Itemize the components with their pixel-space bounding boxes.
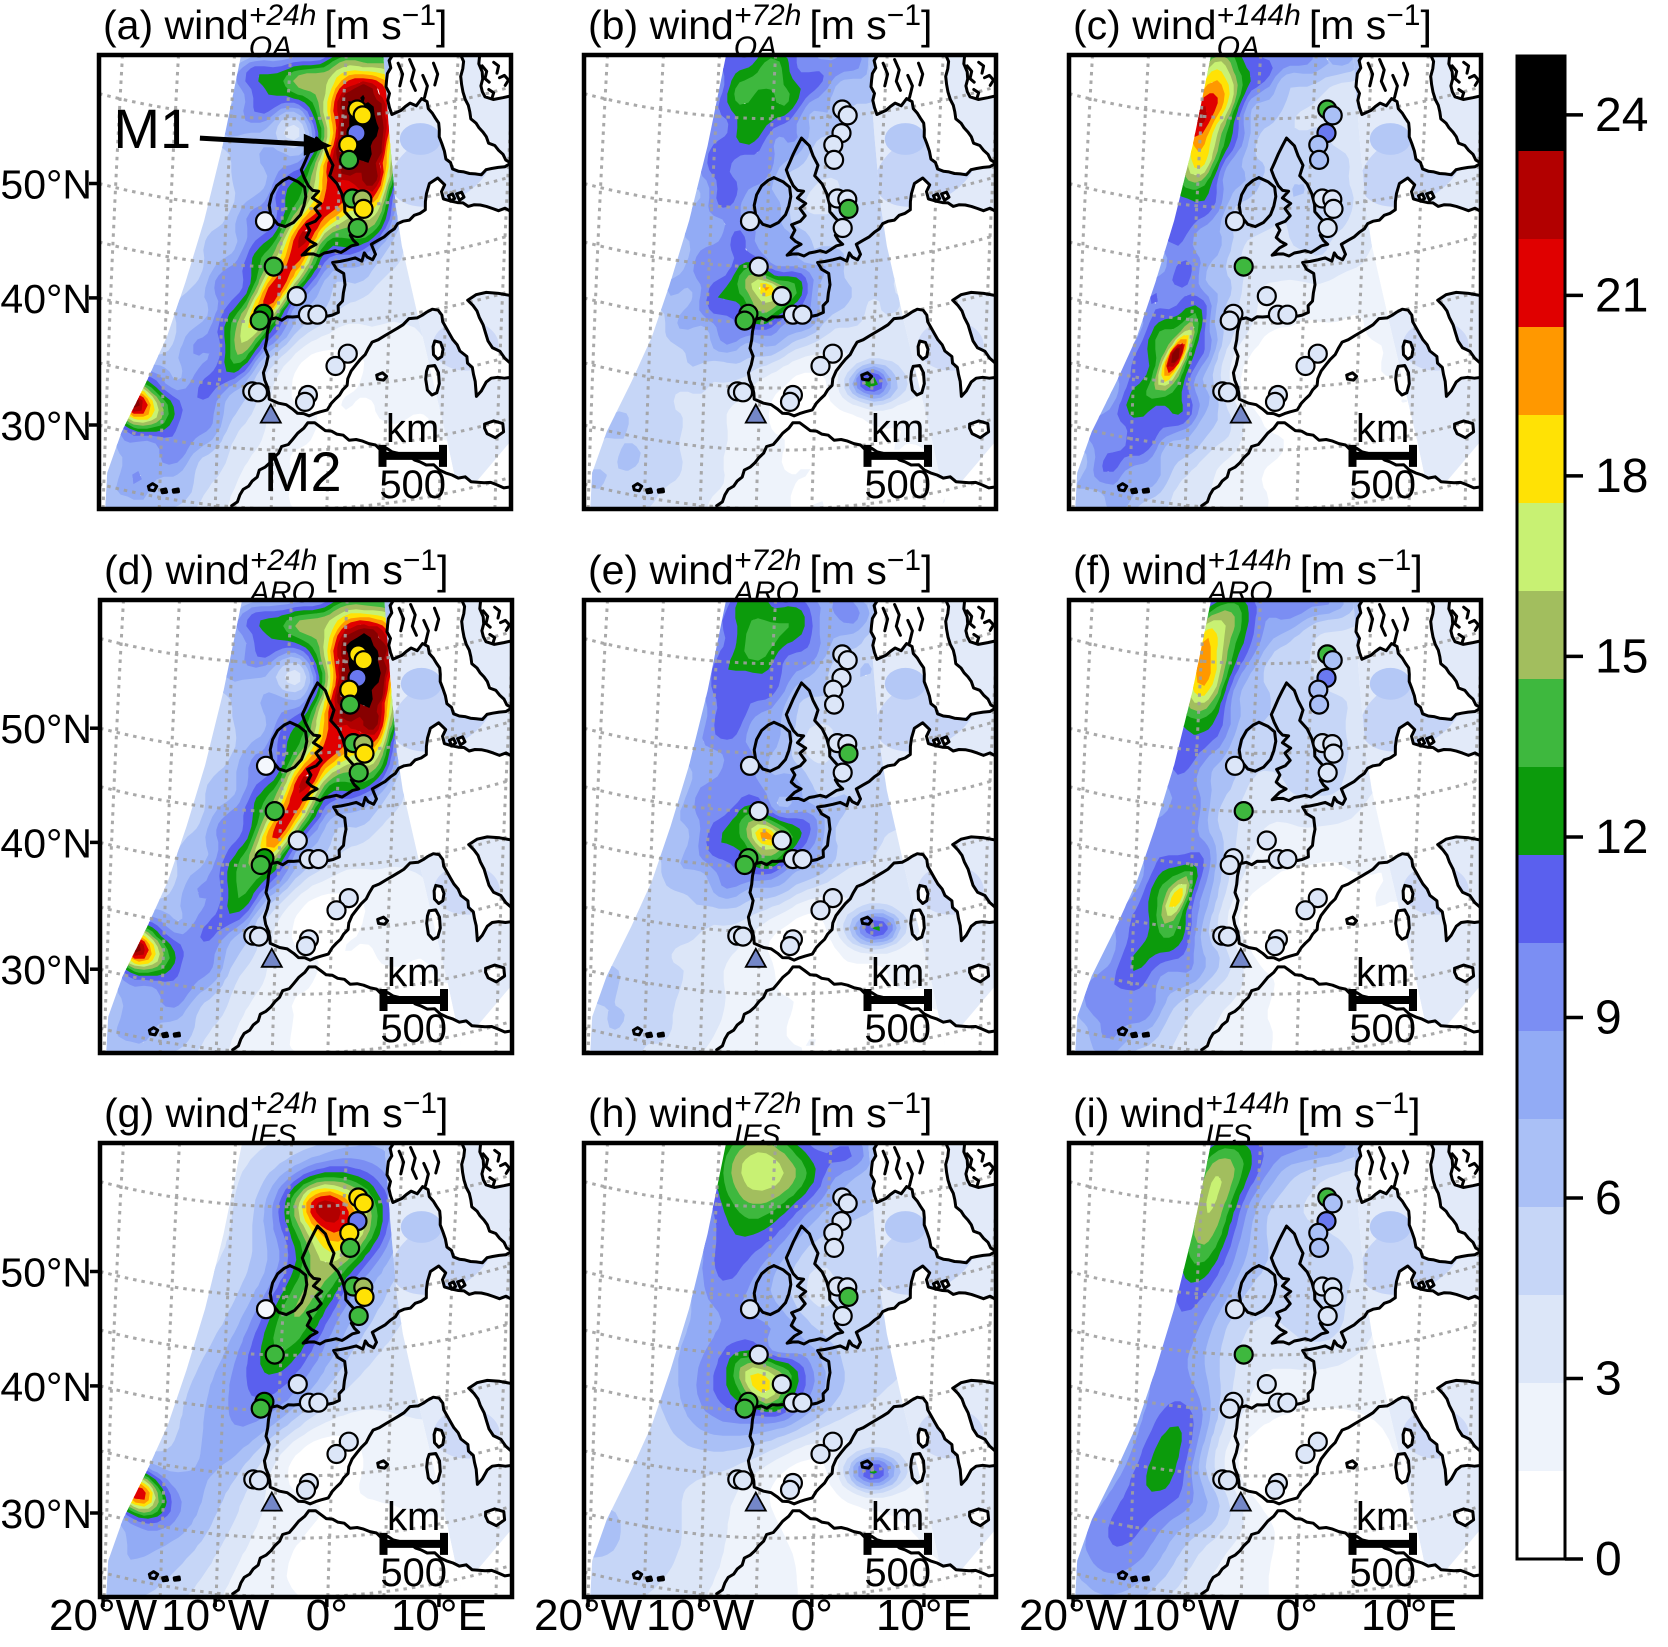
svg-text:500: 500: [864, 1551, 931, 1595]
svg-text:30°N: 30°N: [0, 1491, 92, 1537]
svg-text:12: 12: [1595, 811, 1648, 864]
svg-text:6: 6: [1595, 1172, 1622, 1225]
svg-text:500: 500: [1349, 463, 1416, 507]
svg-text:M1: M1: [113, 97, 191, 160]
svg-text:km: km: [386, 407, 439, 451]
svg-text:500: 500: [380, 1007, 447, 1051]
svg-text:500: 500: [864, 1007, 931, 1051]
svg-text:15: 15: [1595, 630, 1648, 683]
svg-text:km: km: [387, 951, 440, 995]
svg-text:40°N: 40°N: [0, 820, 92, 866]
svg-text:24: 24: [1595, 89, 1648, 142]
svg-text:50°N: 50°N: [0, 1250, 92, 1296]
svg-text:40°N: 40°N: [0, 1364, 92, 1410]
svg-text:30°N: 30°N: [0, 947, 92, 993]
svg-text:500: 500: [864, 463, 931, 507]
svg-text:9: 9: [1595, 992, 1622, 1045]
svg-text:3: 3: [1595, 1353, 1622, 1406]
svg-text:500: 500: [1349, 1007, 1416, 1051]
svg-text:50°N: 50°N: [0, 162, 92, 208]
svg-text:50°N: 50°N: [0, 706, 92, 752]
svg-text:km: km: [1356, 1495, 1409, 1539]
svg-text:km: km: [871, 1495, 924, 1539]
svg-text:M2: M2: [264, 440, 342, 503]
svg-text:500: 500: [380, 1551, 447, 1595]
svg-text:21: 21: [1595, 269, 1648, 322]
svg-text:km: km: [871, 951, 924, 995]
svg-text:km: km: [387, 1495, 440, 1539]
svg-text:30°N: 30°N: [0, 403, 92, 449]
svg-text:500: 500: [1349, 1551, 1416, 1595]
svg-text:km: km: [871, 407, 924, 451]
svg-text:18: 18: [1595, 450, 1648, 503]
svg-text:km: km: [1356, 951, 1409, 995]
svg-text:500: 500: [379, 463, 446, 507]
svg-text:0: 0: [1595, 1533, 1622, 1586]
svg-text:km: km: [1356, 407, 1409, 451]
svg-text:40°N: 40°N: [0, 276, 92, 322]
